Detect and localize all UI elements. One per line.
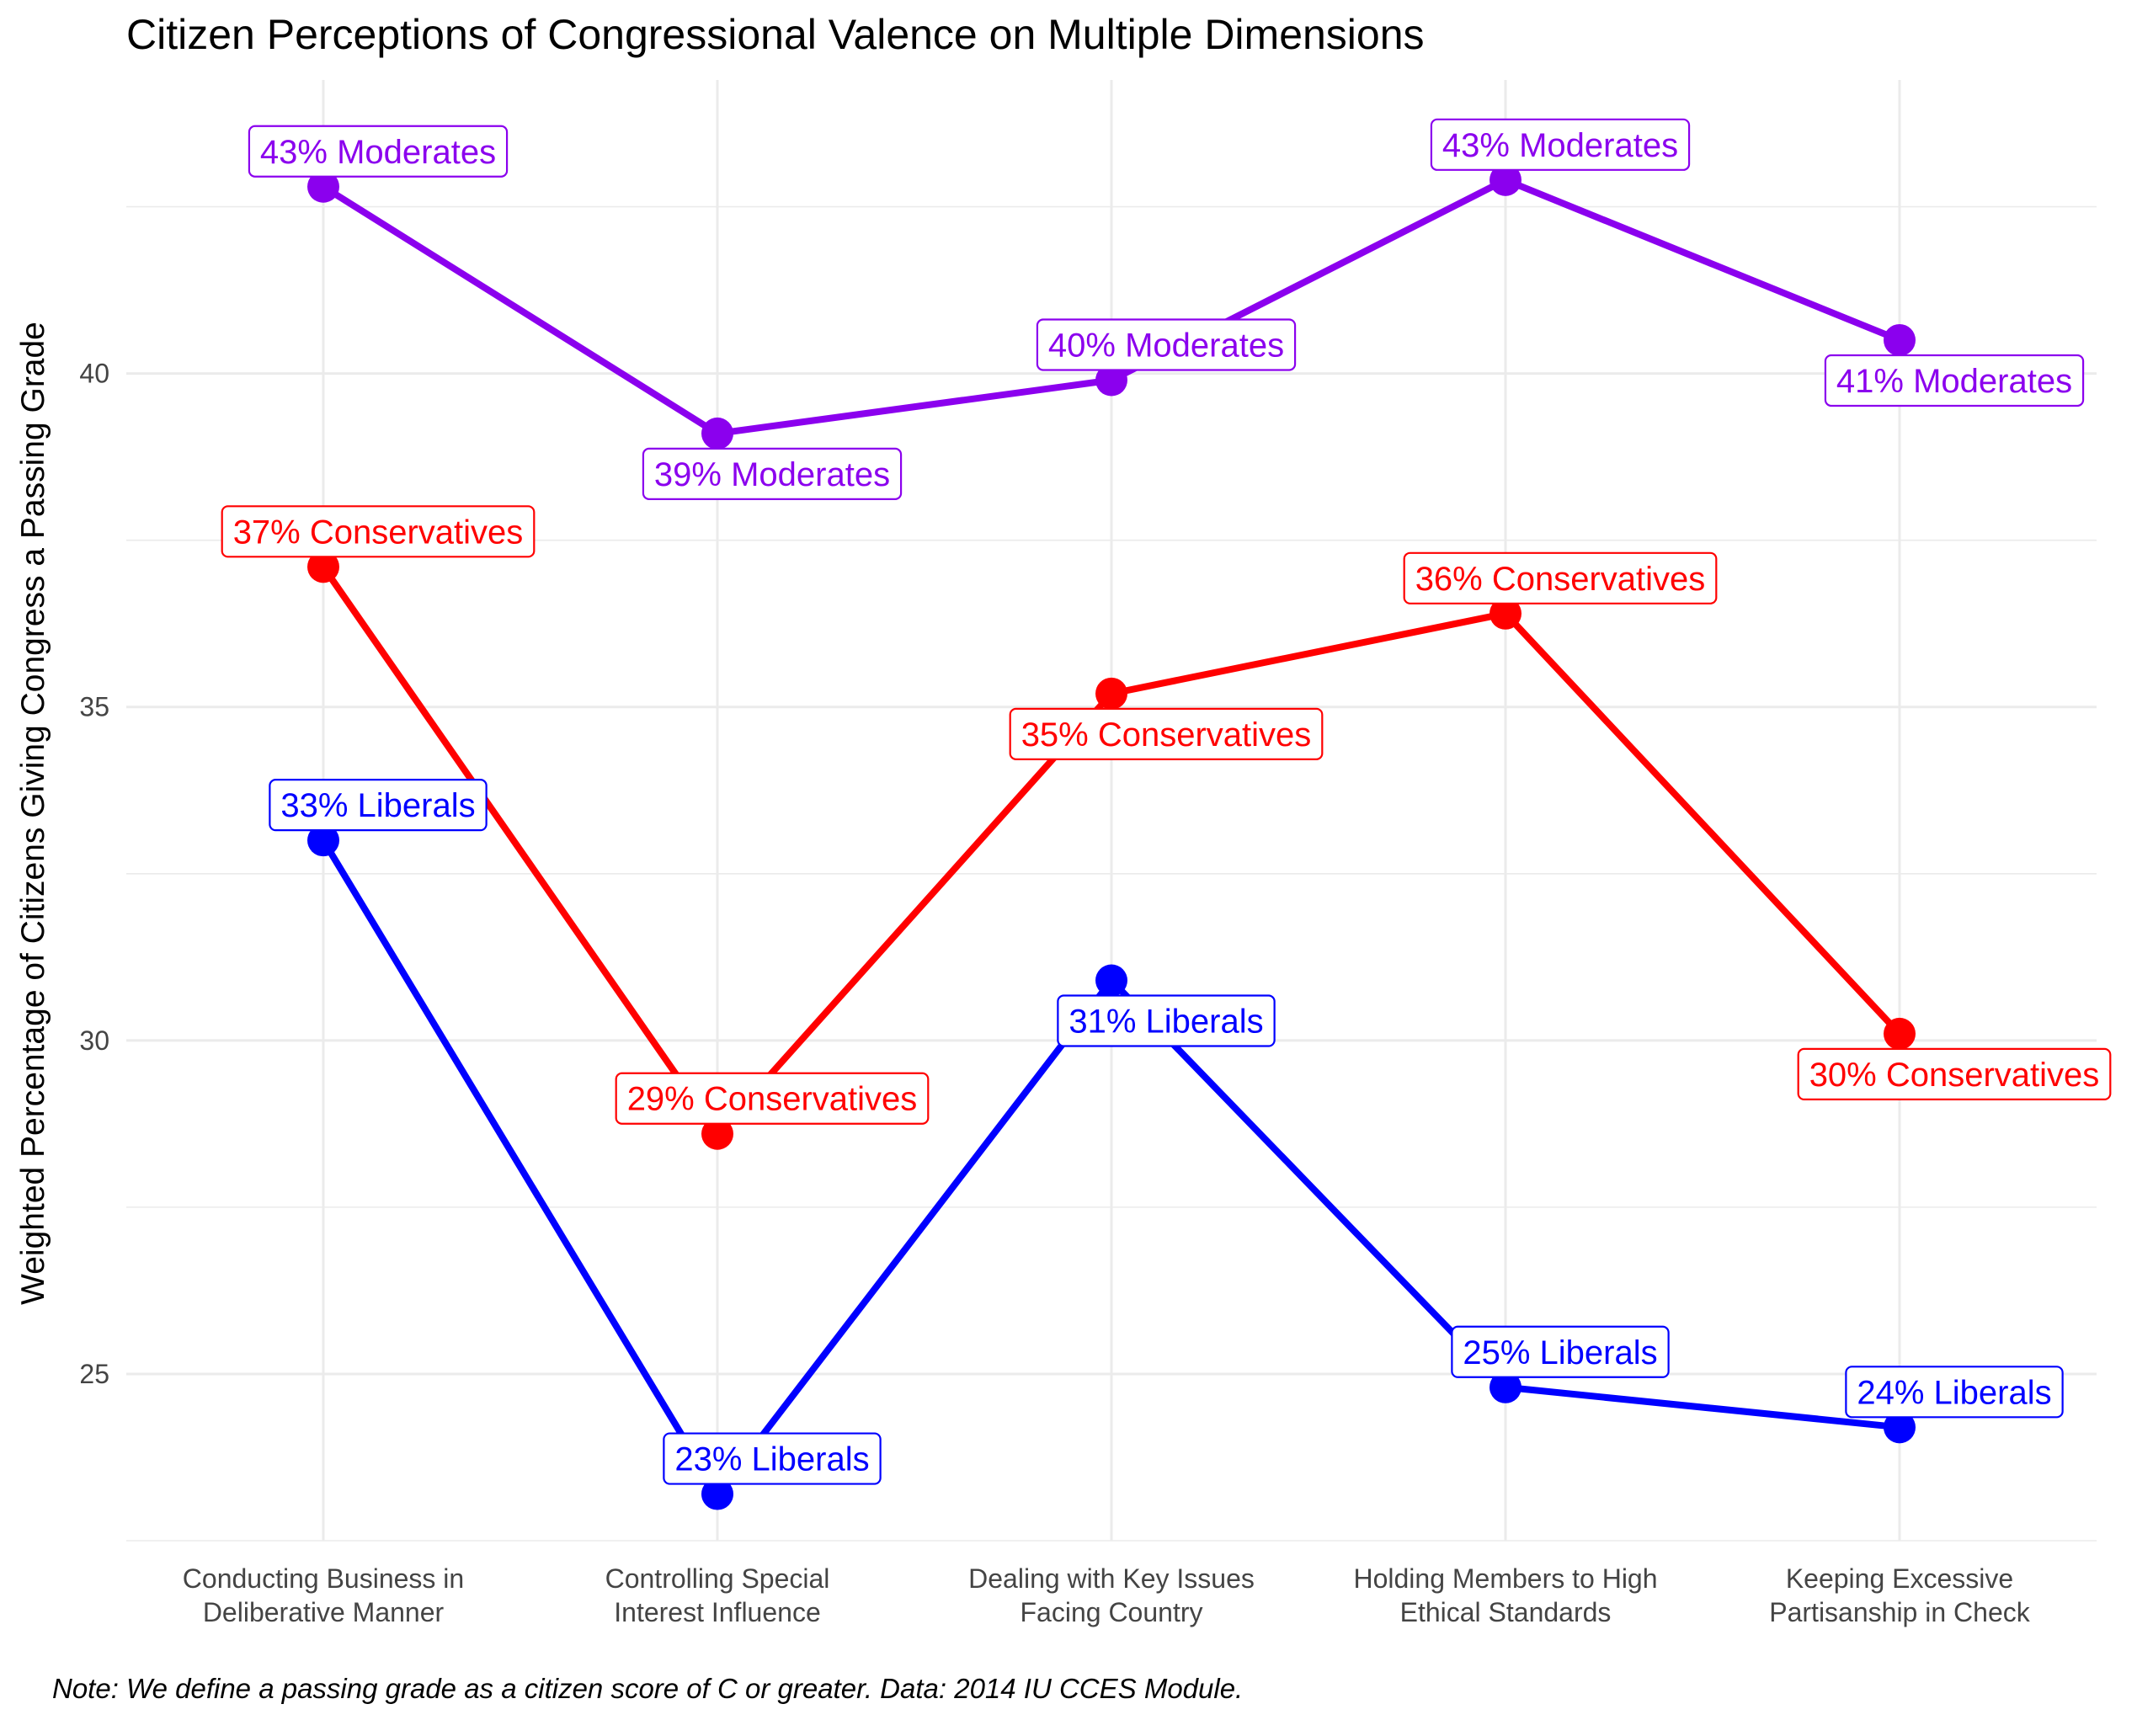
data-label: 33% Liberals [269,779,488,832]
data-point [1884,1411,1916,1444]
svg-text:25% Liberals: 25% Liberals [1463,1334,1657,1371]
svg-text:23% Liberals: 23% Liberals [674,1441,869,1478]
data-label: 35% Conservatives [1009,707,1324,760]
data-label: 43% Moderates [1430,118,1691,171]
x-tick-label: Controlling Special Interest Influence [605,1563,830,1627]
data-label: 25% Liberals [1451,1325,1670,1378]
svg-text:35% Conservatives: 35% Conservatives [1021,716,1312,754]
svg-text:30% Conservatives: 30% Conservatives [1809,1057,2100,1094]
data-point [701,417,733,450]
data-label: 36% Conservatives [1403,551,1718,604]
chart-title: Citizen Perceptions of Congressional Val… [126,11,1425,58]
caption-note: Note: We define a passing grade as a cit… [52,1673,1243,1704]
data-point [1095,677,1127,710]
data-label: 40% Moderates [1036,318,1297,371]
data-label: 31% Liberals [1057,994,1276,1047]
data-point [1490,597,1521,630]
y-tick-label: 35 [79,692,109,722]
data-label: 29% Conservatives [615,1072,930,1125]
svg-text:24% Liberals: 24% Liberals [1857,1374,2051,1411]
plot-area: 43% Moderates 39% Moderates 40% Moderates 4… [221,118,2112,1510]
svg-text:31% Liberals: 31% Liberals [1069,1004,1263,1041]
data-point [701,1478,733,1510]
data-point [1490,163,1521,196]
y-tick-label: 40 [79,359,109,389]
data-label: 24% Liberals [1845,1366,2064,1419]
svg-text:40% Moderates: 40% Moderates [1048,327,1284,365]
data-label: 39% Moderates [642,447,903,500]
data-point [307,824,339,857]
y-axis-ticks: 25 30 35 40 [79,359,109,1389]
svg-text:43% Moderates: 43% Moderates [1442,127,1678,164]
data-point [1884,1017,1916,1050]
svg-text:36% Conservatives: 36% Conservatives [1415,561,1706,598]
y-axis-label: Weighted Percentage of Citizens Giving C… [15,322,51,1305]
x-tick-label: Keeping Excessive Partisanship in Check [1769,1563,2030,1627]
x-axis-ticks: Conducting Business in Deliberative Manne… [183,1563,2031,1627]
data-point [701,1117,733,1150]
y-tick-label: 30 [79,1025,109,1056]
data-point [1095,964,1127,997]
svg-text:33% Liberals: 33% Liberals [280,787,475,824]
x-tick-label: Dealing with Key Issues Facing Country [968,1563,1255,1627]
data-point [307,551,339,583]
x-tick-label: Holding Members to High Ethical Standards [1353,1563,1657,1627]
data-point [1884,323,1916,356]
data-point [1490,1371,1521,1403]
data-label: 30% Conservatives [1797,1047,2112,1100]
data-label: 23% Liberals [663,1432,882,1485]
svg-text:37% Conservatives: 37% Conservatives [233,514,524,551]
y-tick-label: 25 [79,1359,109,1389]
svg-text:41% Moderates: 41% Moderates [1836,363,2072,400]
svg-text:29% Conservatives: 29% Conservatives [627,1081,918,1118]
svg-text:39% Moderates: 39% Moderates [654,456,890,493]
data-point [1095,364,1127,397]
data-point [307,170,339,203]
data-label: 37% Conservatives [221,505,536,558]
data-label: 41% Moderates [1824,354,2085,407]
x-tick-label: Conducting Business in Deliberative Manne… [183,1563,464,1627]
svg-text:43% Moderates: 43% Moderates [260,134,496,171]
data-label: 43% Moderates [248,125,509,178]
